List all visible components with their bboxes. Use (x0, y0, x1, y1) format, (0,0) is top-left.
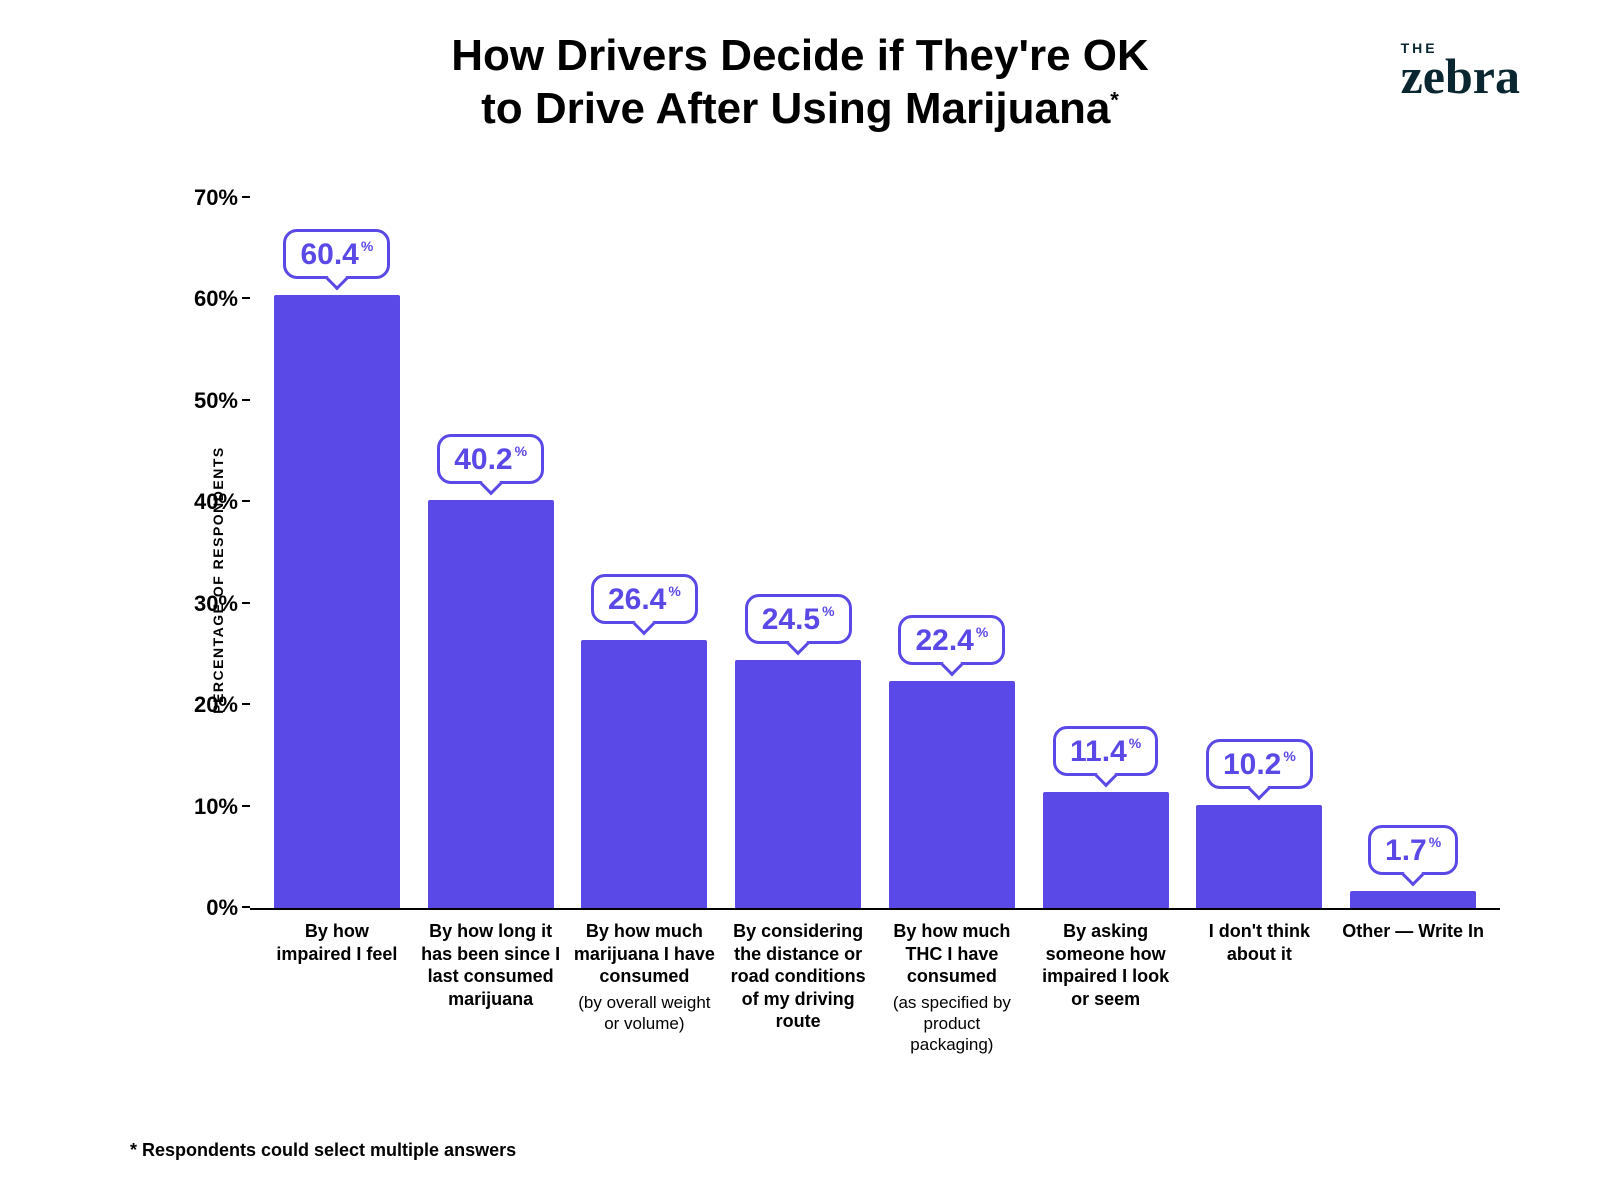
y-tick-mark (242, 602, 250, 604)
title-line-2: to Drive After Using Marijuana (481, 84, 1110, 133)
bar (1350, 891, 1476, 908)
x-label-main: I don't think about it (1209, 921, 1310, 964)
y-tick-label: 70% (182, 185, 238, 211)
bubble-tail-icon (1094, 765, 1117, 788)
bars-row: 60.4%40.2%26.4%24.5%22.4%11.4%10.2%1.7% (250, 200, 1500, 908)
value-bubble: 1.7% (1368, 825, 1458, 875)
x-axis-label: By how much marijuana I have consumed (by… (568, 920, 722, 1055)
title-asterisk: * (1110, 87, 1119, 112)
bar-slot: 11.4% (1029, 200, 1183, 908)
bar (1196, 805, 1322, 908)
value-bubble: 24.5% (745, 594, 852, 644)
percent-icon: % (1129, 735, 1141, 751)
x-axis-labels: By how impaired I feel By how long it has… (250, 920, 1500, 1055)
x-axis-label: By asking someone how impaired I look or… (1029, 920, 1183, 1055)
bar-slot: 60.4% (260, 200, 414, 908)
y-tick-mark (242, 805, 250, 807)
value-number: 24.5 (762, 603, 820, 636)
y-tick-mark (242, 196, 250, 198)
bubble-tail-icon (633, 613, 656, 636)
x-label-main: By asking someone how impaired I look or… (1042, 921, 1169, 1009)
x-axis-label: By how long it has been since I last con… (414, 920, 568, 1055)
value-bubble: 60.4% (283, 229, 390, 279)
bar (428, 500, 554, 908)
y-tick-label: 30% (182, 591, 238, 617)
bar-slot: 22.4% (875, 200, 1029, 908)
bar-chart: PERCENTAGE OF RESPONDENTS 60.4%40.2%26.4… (140, 200, 1500, 950)
y-tick-mark (242, 500, 250, 502)
x-axis-label: Other — Write In (1336, 920, 1490, 1055)
percent-icon: % (515, 443, 527, 459)
value-number: 1.7 (1385, 834, 1427, 867)
footnote: * Respondents could select multiple answ… (130, 1140, 516, 1161)
value-bubble: 40.2% (437, 434, 544, 484)
y-tick-label: 50% (182, 388, 238, 414)
percent-icon: % (668, 583, 680, 599)
x-axis-label: By how impaired I feel (260, 920, 414, 1055)
y-axis-title: PERCENTAGE OF RESPONDENTS (210, 446, 226, 714)
bar (581, 640, 707, 908)
bar-slot: 24.5% (721, 200, 875, 908)
value-number: 26.4 (608, 583, 666, 616)
y-tick-mark (242, 297, 250, 299)
chart-title: How Drivers Decide if They're OK to Driv… (0, 30, 1600, 136)
value-bubble: 26.4% (591, 574, 698, 624)
y-tick-mark (242, 399, 250, 401)
y-tick-label: 40% (182, 489, 238, 515)
y-tick-mark (242, 906, 250, 908)
x-label-main: By considering the distance or road cond… (731, 921, 866, 1031)
plot-area: 60.4%40.2%26.4%24.5%22.4%11.4%10.2%1.7% … (250, 200, 1500, 910)
y-tick-label: 10% (182, 794, 238, 820)
x-label-main: By how impaired I feel (276, 921, 397, 964)
y-tick-label: 0% (182, 895, 238, 921)
bar-slot: 1.7% (1336, 200, 1490, 908)
bubble-tail-icon (326, 268, 349, 291)
x-axis-label: I don't think about it (1183, 920, 1337, 1055)
value-number: 11.4 (1070, 735, 1127, 768)
bar-slot: 26.4% (568, 200, 722, 908)
percent-icon: % (1283, 748, 1295, 764)
bar (735, 660, 861, 909)
bar-slot: 10.2% (1183, 200, 1337, 908)
percent-icon: % (822, 603, 834, 619)
value-bubble: 22.4% (898, 615, 1005, 665)
percent-icon: % (976, 624, 988, 640)
x-label-sub: (as specified by product packaging) (881, 992, 1023, 1056)
x-axis-label: By considering the distance or road cond… (721, 920, 875, 1055)
bar (1043, 792, 1169, 908)
title-line-1: How Drivers Decide if They're OK (451, 31, 1149, 80)
value-number: 40.2 (454, 443, 512, 476)
bar (274, 295, 400, 908)
value-bubble: 11.4% (1053, 726, 1158, 776)
x-label-main: By how long it has been since I last con… (421, 921, 560, 1009)
value-number: 22.4 (915, 624, 973, 657)
value-bubble: 10.2% (1206, 739, 1313, 789)
bar (889, 681, 1015, 908)
bubble-tail-icon (479, 473, 502, 496)
y-tick-label: 60% (182, 286, 238, 312)
value-number: 10.2 (1223, 748, 1281, 781)
percent-icon: % (361, 238, 373, 254)
y-tick-label: 20% (182, 692, 238, 718)
y-tick-mark (242, 703, 250, 705)
x-label-main: Other — Write In (1342, 921, 1484, 941)
value-number: 60.4 (300, 238, 358, 271)
x-axis-label: By how much THC I have consumed(as speci… (875, 920, 1029, 1055)
x-label-main: By how much THC I have consumed (893, 921, 1010, 986)
bar-slot: 40.2% (414, 200, 568, 908)
x-label-main: By how much marijuana I have consumed (574, 921, 715, 986)
percent-icon: % (1429, 834, 1441, 850)
x-label-sub: (by overall weight or volume) (574, 992, 716, 1035)
